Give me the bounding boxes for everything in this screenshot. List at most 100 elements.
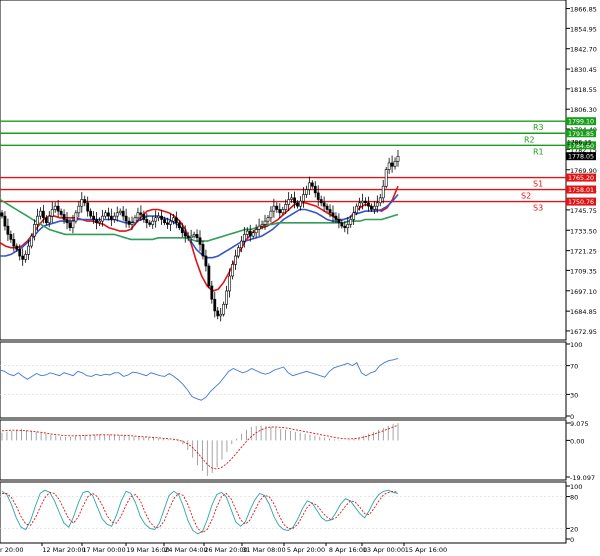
candle-body <box>319 199 323 204</box>
candle-body <box>263 220 267 225</box>
candle-body <box>284 204 288 210</box>
x-tick-label: 13 Apr 00:00 <box>363 546 405 554</box>
candle-body <box>145 219 149 224</box>
candle-body <box>331 212 335 217</box>
candle-body <box>86 202 90 212</box>
candle-body <box>272 205 276 212</box>
candle-body <box>148 222 152 225</box>
candle-body <box>3 215 7 227</box>
macd-tick-label: 0.00 <box>570 437 584 445</box>
candle-body <box>278 209 282 214</box>
candle-body <box>325 205 329 210</box>
candle-body <box>12 239 16 247</box>
candle-body <box>169 220 172 225</box>
price-tags: 1799.10 1791.85 1784.60 1765.20 1758.01 1750.… <box>566 117 596 206</box>
macd-signal-line <box>1 424 399 470</box>
candle-body <box>172 217 175 222</box>
rsi-tick-label: 30 <box>570 391 578 399</box>
level-tag-bg <box>566 129 596 138</box>
candle-body <box>334 215 338 220</box>
macd-y-axis: 9.075 0.00 -19.097 <box>566 420 595 482</box>
price-tick-label: 1684.85 <box>570 308 597 316</box>
candle-body <box>151 220 155 225</box>
price-tick-label: 1745.75 <box>570 207 597 215</box>
candle-body <box>302 194 305 202</box>
level-label-s3: S3 <box>533 204 543 213</box>
candle-body <box>352 212 356 220</box>
x-tick-label-partial: r 20:00 <box>0 546 23 554</box>
candle-body <box>47 215 51 224</box>
rsi-tick-label: 70 <box>570 363 578 371</box>
candle-body <box>186 235 190 239</box>
candle-body <box>216 310 220 317</box>
candle-body <box>343 225 347 229</box>
candle-body <box>210 285 214 300</box>
candle-body <box>346 224 350 229</box>
candle-body <box>71 220 75 229</box>
candle-body <box>198 237 202 245</box>
candle-body <box>313 185 317 194</box>
candle-body <box>192 234 196 237</box>
candle-body <box>59 210 63 215</box>
candle-body <box>121 210 125 217</box>
candle-body <box>275 205 279 210</box>
price-tick-label: 1709.35 <box>570 267 597 275</box>
candle-body <box>109 215 113 220</box>
price-tick-label: 1830.45 <box>570 66 597 74</box>
candle-body <box>18 249 22 257</box>
candle-body <box>239 240 243 249</box>
x-tick-label: 8 Apr 16:00 <box>329 546 367 554</box>
candle-body <box>118 210 122 214</box>
price-panel: 1866.85 1854.95 1842.70 1830.45 1818.55 1806.… <box>0 0 597 341</box>
x-tick-label: 24 Mar 04:00 <box>164 546 207 554</box>
price-tick-label: 1854.95 <box>570 25 597 33</box>
candle-body <box>127 220 131 225</box>
candle-body <box>293 197 296 204</box>
price-tag-partial: 1786.15 <box>567 140 592 147</box>
candle-body <box>219 313 223 317</box>
candle-body <box>44 217 48 224</box>
level-tag-value: 1784.60 <box>568 143 594 150</box>
last-price-tag: 1778.05 <box>568 154 594 161</box>
candle-body <box>237 247 240 257</box>
candlesticks <box>0 150 400 322</box>
x-tick-label: 15 Apr 16:00 <box>405 546 447 554</box>
candle-body <box>260 224 264 227</box>
candle-body <box>257 225 261 230</box>
candle-body <box>245 230 249 235</box>
candle-body <box>56 205 60 212</box>
candle-body <box>50 209 54 217</box>
rsi-panel: 100 70 30 0 <box>0 341 582 421</box>
level-tag-value: 1765.20 <box>568 175 594 182</box>
price-tick-label: 1733.50 <box>570 227 597 235</box>
candle-body <box>248 230 252 237</box>
level-tag-value: 1791.85 <box>568 131 594 138</box>
x-tick-label: 19 Mar 16:00 <box>126 546 169 554</box>
level-tag-bg <box>566 141 596 150</box>
candle-body <box>115 212 119 217</box>
candle-body <box>337 219 341 224</box>
candle-body <box>180 227 184 234</box>
candle-body <box>207 265 211 287</box>
x-tick-label: 12 Mar 20:00 <box>42 546 85 554</box>
level-label-r2: R2 <box>524 135 535 144</box>
candle-body <box>0 212 4 217</box>
candle-body <box>136 212 140 219</box>
candle-body <box>154 217 158 222</box>
level-tag-value: 1758.01 <box>568 187 594 194</box>
candle-body <box>9 234 13 240</box>
candle-body <box>89 210 93 217</box>
candle-body <box>393 160 397 167</box>
level-tag-value: 1750.76 <box>568 199 594 206</box>
candle-body <box>62 214 66 220</box>
level-label-s2: S2 <box>521 192 531 201</box>
candle-body <box>83 199 87 204</box>
candle-body <box>251 232 255 237</box>
candle-body <box>142 214 146 220</box>
stochastic-signal-line <box>2 490 399 534</box>
macd-plot <box>1 423 399 476</box>
candle-body <box>183 232 187 237</box>
candle-body <box>349 219 353 225</box>
